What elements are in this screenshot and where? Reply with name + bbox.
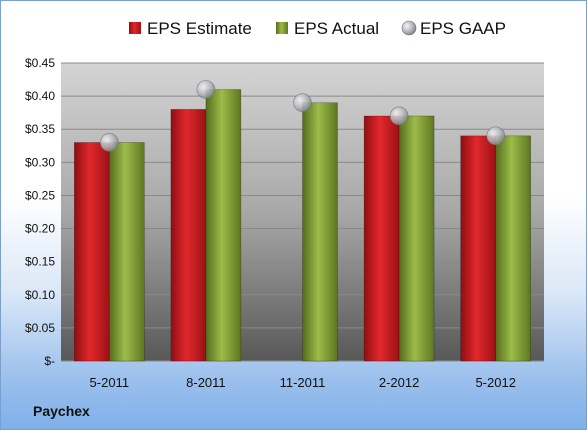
bar-eps-estimate (460, 135, 497, 362)
bar-eps-actual (109, 142, 145, 362)
gaap-markers (100, 80, 506, 152)
y-tick-label: $0.30 (25, 155, 55, 169)
x-tick-label: 8-2011 (186, 375, 226, 390)
y-tick-label: $0.05 (25, 321, 55, 335)
y-tick-label: $0.15 (25, 255, 55, 269)
bar-eps-actual (398, 115, 435, 362)
x-tick-label: 11-2011 (280, 375, 326, 390)
y-tick-label: $0.10 (25, 288, 55, 302)
x-axis: 5-2011 8-2011 11-2011 2-2012 5-2012 (90, 375, 516, 390)
bars (74, 89, 532, 362)
bar-eps-actual (495, 135, 532, 362)
legend-label: EPS GAAP (420, 19, 506, 38)
bar-eps-actual (205, 89, 242, 362)
legend-swatch (276, 22, 288, 34)
y-tick-label: $- (44, 354, 55, 368)
bar-eps-estimate (170, 109, 207, 362)
y-tick-label: $0.20 (25, 222, 55, 236)
y-tick-label: $0.45 (25, 56, 55, 70)
gaap-marker (389, 106, 409, 126)
company-name: Paychex (33, 403, 90, 419)
gaap-marker (293, 93, 312, 113)
y-tick-label: $0.25 (25, 188, 55, 202)
gaap-marker (196, 80, 216, 99)
bar-eps-estimate (363, 115, 400, 362)
y-axis: $- $0.05 $0.10 $0.15 $0.20 $0.25 $0.30 $0.35 $0.… (25, 56, 55, 368)
legend: EPS Estimate EPS Actual EPS GAAP (129, 19, 506, 38)
x-tick-label: 5-2011 (90, 375, 130, 390)
bar-eps-actual (302, 102, 338, 362)
y-tick-label: $0.35 (25, 122, 55, 136)
gaap-marker (486, 126, 506, 146)
y-tick-label: $0.40 (25, 89, 55, 103)
legend-label: EPS Estimate (147, 19, 252, 38)
legend-swatch (129, 22, 141, 34)
legend-label: EPS Actual (294, 19, 379, 38)
x-tick-label: 5-2012 (475, 375, 515, 390)
bar-eps-estimate (74, 142, 110, 362)
legend-swatch (401, 20, 417, 36)
x-tick-label: 2-2012 (379, 375, 419, 390)
gaap-marker (100, 133, 119, 152)
